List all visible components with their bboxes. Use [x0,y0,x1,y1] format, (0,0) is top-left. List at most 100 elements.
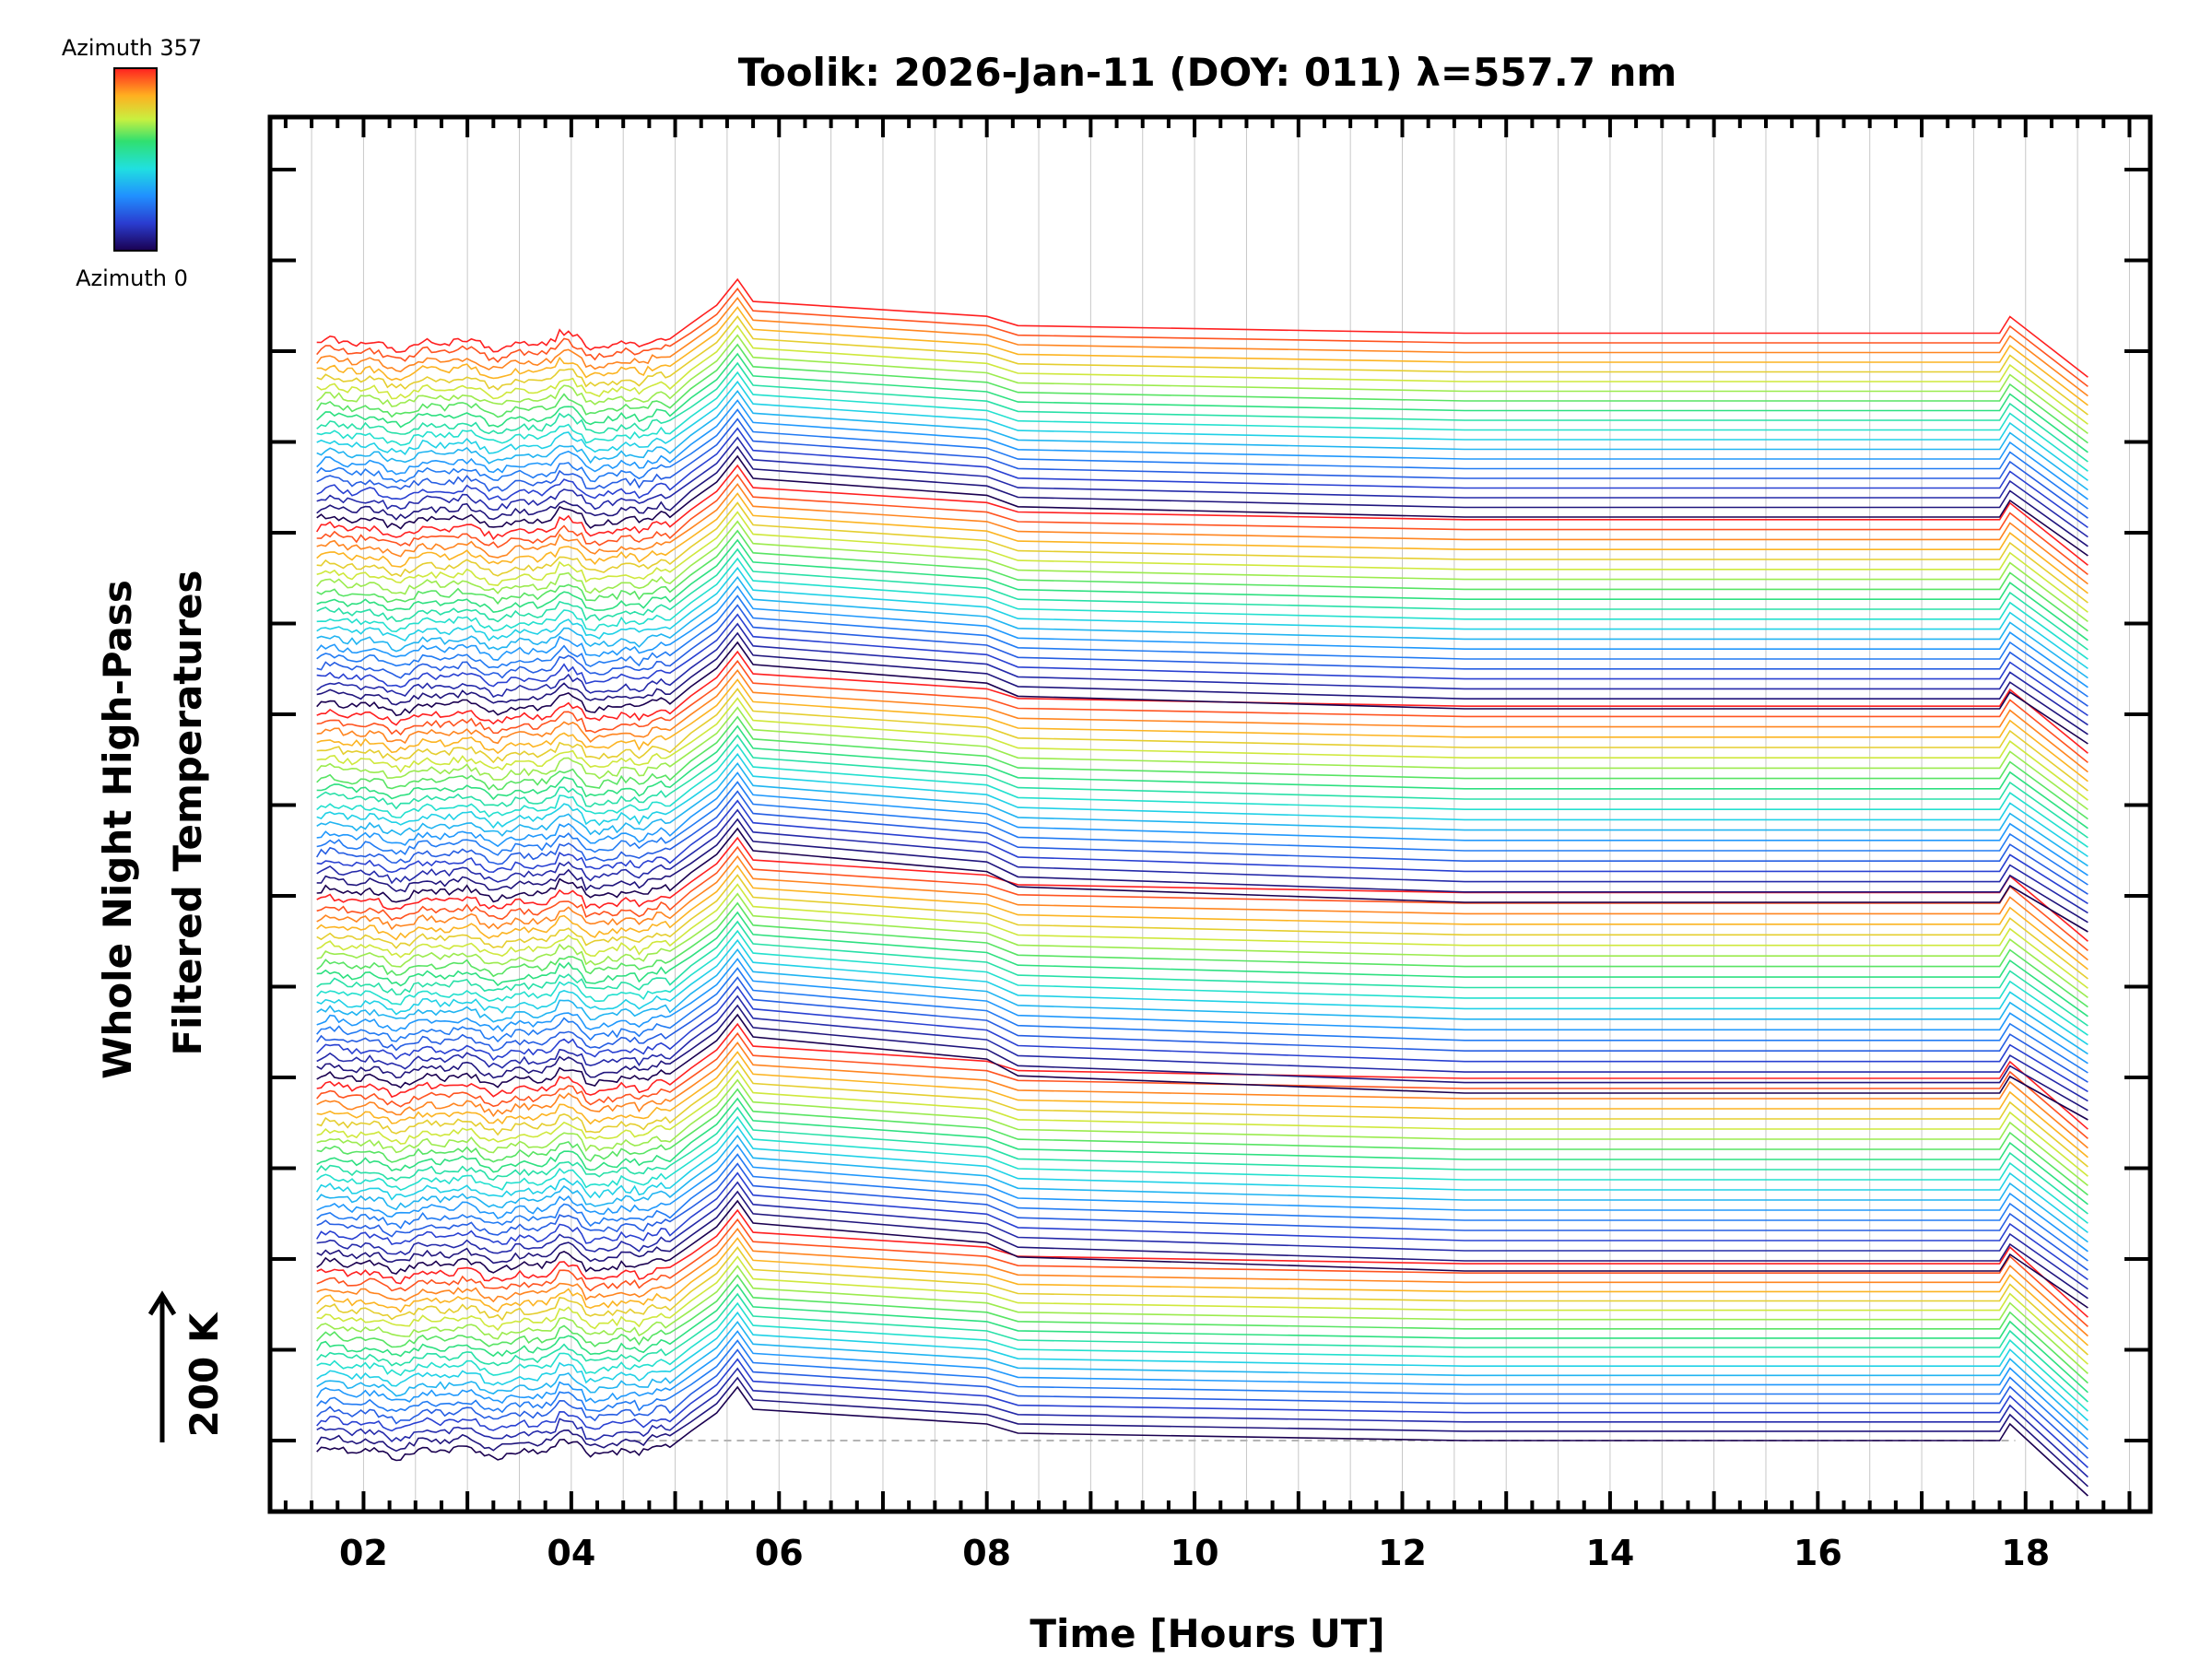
series-line [316,697,2088,801]
series-line [316,1218,2088,1327]
series-line [316,408,2088,510]
series-line [316,492,2088,594]
x-tick-label: 14 [1585,1533,1634,1573]
series-line [316,547,2088,651]
series-line [316,808,2088,914]
series-line [316,967,2088,1074]
legend-colorbar [113,67,158,252]
scale-arrow-head [147,1290,177,1316]
series-line [316,874,2088,980]
series-line [316,958,2088,1065]
azimuth-legend: Azimuth 357 Azimuth 0 [62,35,202,291]
scale-indicator: 200 K [147,1290,227,1442]
series-line [316,529,2088,632]
series-line [316,985,2088,1093]
series-line [316,892,2088,999]
x-tick-label: 04 [547,1533,595,1573]
series-line [316,1144,2088,1253]
series-line [316,1237,2088,1347]
series-line [316,1088,2088,1196]
series-line [316,631,2088,735]
series-line [316,920,2088,1027]
series-line [316,343,2088,444]
series-line [316,790,2088,895]
series-line [316,1022,2088,1130]
series-line [316,1227,2088,1337]
series-line [316,418,2088,519]
series-line [316,1348,2088,1459]
series-line [316,454,2088,557]
x-tick-label: 16 [1794,1533,1842,1573]
series-line [316,594,2088,698]
x-tick-label: 02 [339,1533,388,1573]
plot-frame [267,114,2153,1514]
series-line [316,622,2088,726]
series-line [316,752,2088,858]
series-line [316,613,2088,717]
series-line [316,947,2088,1055]
series-line [316,566,2088,670]
series-line [316,427,2088,529]
series-line [316,445,2088,547]
series-line [316,277,2088,378]
series-line [316,473,2088,576]
series-line [316,706,2088,811]
series-line [316,538,2088,641]
series-line [316,371,2088,472]
series-line [316,994,2088,1102]
series-line [316,361,2088,463]
series-line [316,1330,2088,1441]
series-line [316,1311,2088,1421]
series-line [316,901,2088,1008]
series-line [316,1051,2088,1159]
series-line [316,1106,2088,1215]
series-line [316,845,2088,952]
y-axis-label-line2: Filtered Temperatures [165,570,210,1055]
axis-ticks [270,117,2150,1512]
series-line [316,334,2088,435]
series-line [316,1274,2088,1384]
x-tick-label: 18 [2001,1533,2050,1573]
series-line [316,296,2088,397]
series-line [316,865,2088,971]
series-line [316,724,2088,830]
series-line [316,1339,2088,1450]
series-line [316,604,2088,707]
series-line [316,836,2088,942]
x-axis-label: Time [Hours UT] [1030,1611,1384,1656]
series-line [316,585,2088,688]
series-line [316,1134,2088,1243]
legend-bottom-label: Azimuth 0 [76,265,188,291]
series-line [316,575,2088,679]
x-tick-label: 06 [755,1533,804,1573]
series-line [316,324,2088,425]
series-line [316,761,2088,867]
series-line [316,1031,2088,1140]
series-line [316,827,2088,933]
x-tick-labels: 02 04 06 08 10 12 14 16 18 [339,1533,2050,1573]
series-line [316,938,2088,1046]
series-line [316,1367,2088,1478]
series-line [316,511,2088,613]
series-line [316,520,2088,623]
series-line [316,1199,2088,1309]
series-line [316,1060,2088,1168]
legend-top-label: Azimuth 357 [62,35,202,61]
series-line [316,771,2088,877]
series-line [316,1255,2088,1365]
series-line [316,929,2088,1036]
series-line [316,1301,2088,1412]
series-line [316,1181,2088,1290]
series-line [316,1358,2088,1468]
series-line [316,678,2088,782]
y-axis-label-line1: Whole Night High-Pass [95,580,140,1079]
series-line [316,1013,2088,1121]
scale-label: 200 K [182,1312,227,1437]
x-tick-label: 12 [1378,1533,1427,1573]
series-line [316,1153,2088,1262]
series-line [316,818,2088,924]
series-line [316,743,2088,848]
series-line [316,715,2088,820]
series-line [316,436,2088,538]
